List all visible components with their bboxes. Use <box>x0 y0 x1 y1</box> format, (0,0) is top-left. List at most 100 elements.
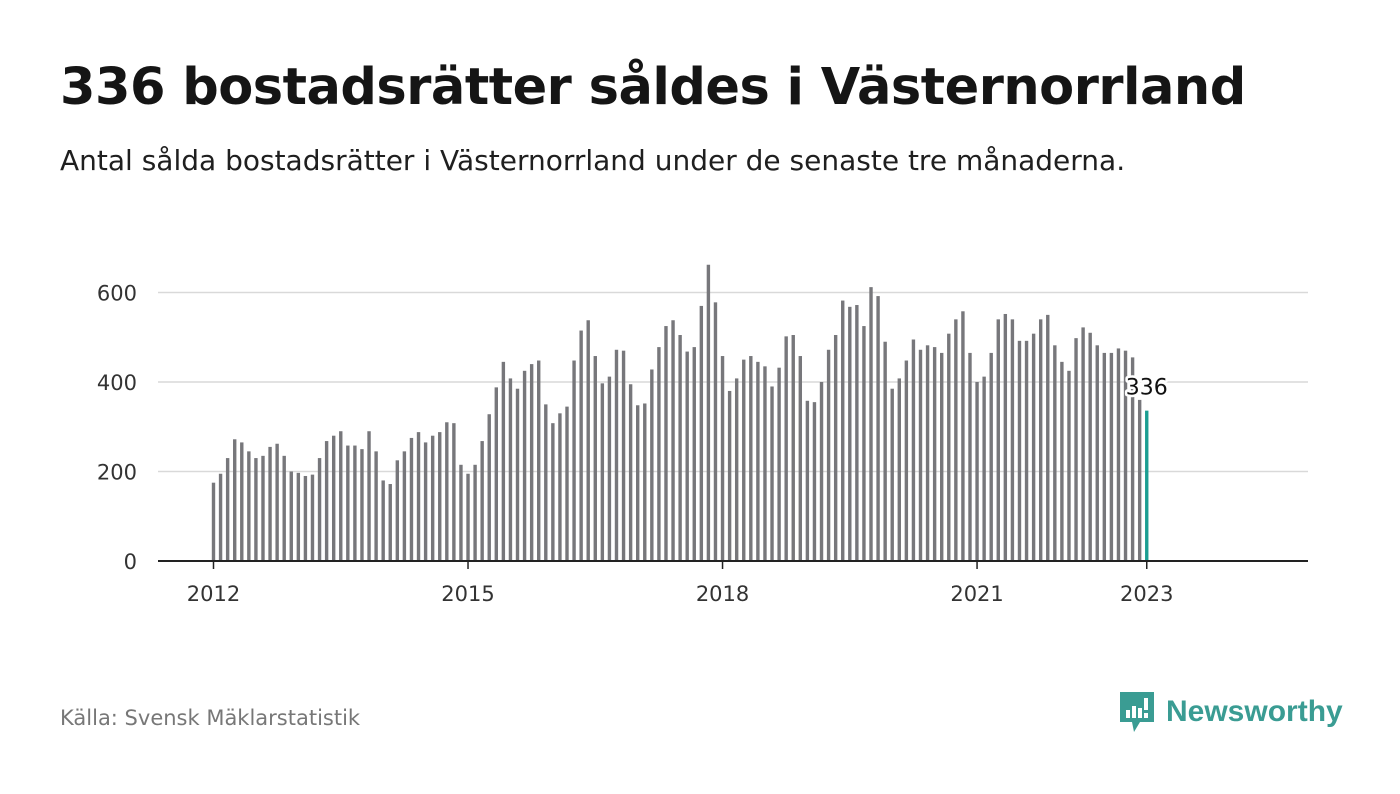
bar <box>890 388 894 561</box>
bar <box>727 390 732 561</box>
bar <box>1081 327 1085 561</box>
bar <box>261 455 265 561</box>
chat-bars-icon <box>1120 692 1154 732</box>
x-tick-label: 2021 <box>950 582 1003 606</box>
bar <box>805 400 810 561</box>
x-axis <box>158 560 1308 569</box>
gridlines <box>158 291 1308 473</box>
bar <box>593 356 597 561</box>
bar <box>501 361 506 561</box>
bar <box>777 367 781 561</box>
bar <box>692 347 696 562</box>
bar <box>275 443 279 561</box>
bar <box>551 423 555 561</box>
y-axis-tick-labels: 0 200 400 600 <box>97 282 137 575</box>
bar <box>734 378 739 561</box>
bar <box>331 435 336 561</box>
bar <box>494 387 498 561</box>
bar <box>685 351 689 561</box>
bar <box>1010 319 1015 561</box>
bar <box>445 422 449 561</box>
x-tick-label: 2018 <box>696 582 749 606</box>
bar <box>544 404 548 562</box>
bar <box>671 320 675 561</box>
latest-value-label: 336 <box>1126 376 1168 401</box>
bar <box>1024 340 1029 561</box>
bar <box>996 319 1000 561</box>
bar <box>473 464 477 561</box>
bar <box>883 341 887 562</box>
chart-title: 336 bostadsrätter såldes i Västernorrlan… <box>60 58 1246 117</box>
y-tick-label: 0 <box>124 550 137 574</box>
bar <box>904 360 909 561</box>
bar <box>1137 399 1142 561</box>
bar <box>430 435 435 561</box>
bar <box>558 413 562 561</box>
bar <box>1095 345 1099 561</box>
bar <box>438 432 442 561</box>
source-note: Källa: Svensk Mäklarstatistik <box>60 706 361 730</box>
bar <box>643 403 647 561</box>
bar-latest <box>1145 410 1149 561</box>
bar <box>770 386 774 562</box>
bar <box>1130 357 1135 561</box>
bar <box>296 472 301 561</box>
bar <box>756 361 760 561</box>
bar <box>869 287 873 561</box>
bar <box>240 442 244 561</box>
bar <box>367 431 371 562</box>
bar <box>699 305 704 561</box>
bar <box>833 335 838 561</box>
bar <box>409 437 414 561</box>
bar <box>466 473 470 561</box>
bar <box>515 388 520 561</box>
bars <box>211 264 1149 562</box>
bar <box>989 352 993 561</box>
bar <box>862 326 866 561</box>
bar <box>749 356 753 561</box>
bar <box>416 432 421 561</box>
bar <box>402 451 407 561</box>
bar <box>1102 352 1107 561</box>
bar <box>791 335 795 561</box>
bar <box>1038 319 1043 561</box>
bar <box>353 445 357 561</box>
bar <box>1088 332 1092 561</box>
latest-value-annotation: 336 <box>1123 373 1170 403</box>
bar <box>346 445 350 561</box>
bar <box>282 455 286 561</box>
bar <box>225 458 230 561</box>
bar <box>968 352 972 561</box>
bar <box>925 345 930 561</box>
bar <box>940 352 944 561</box>
bar <box>911 339 916 561</box>
bar <box>522 370 527 561</box>
bar <box>1109 352 1114 561</box>
x-tick-label: 2023 <box>1120 582 1173 606</box>
bar <box>975 382 979 561</box>
y-tick-label: 400 <box>97 371 137 395</box>
bar <box>607 376 612 561</box>
bar <box>218 473 223 561</box>
bar <box>233 439 237 561</box>
x-tick-label: 2015 <box>441 582 494 606</box>
bar <box>529 364 534 561</box>
bar <box>982 376 986 561</box>
bar <box>339 431 343 562</box>
bar <box>784 336 788 562</box>
bar <box>1116 348 1121 561</box>
bar <box>324 441 329 561</box>
bar <box>459 464 463 561</box>
bar <box>650 369 654 561</box>
bar-chart: 0 200 400 600 2012 2015 2018 2021 2023 336 <box>97 264 1308 606</box>
bar <box>310 474 315 561</box>
bar <box>855 305 859 561</box>
bar <box>918 349 923 561</box>
bar <box>395 460 400 561</box>
newsworthy-logo: Newsworthy <box>1118 690 1343 734</box>
bar <box>763 366 767 561</box>
bar <box>678 335 682 561</box>
bar <box>841 300 845 561</box>
bar <box>664 326 668 561</box>
bar <box>268 446 272 561</box>
